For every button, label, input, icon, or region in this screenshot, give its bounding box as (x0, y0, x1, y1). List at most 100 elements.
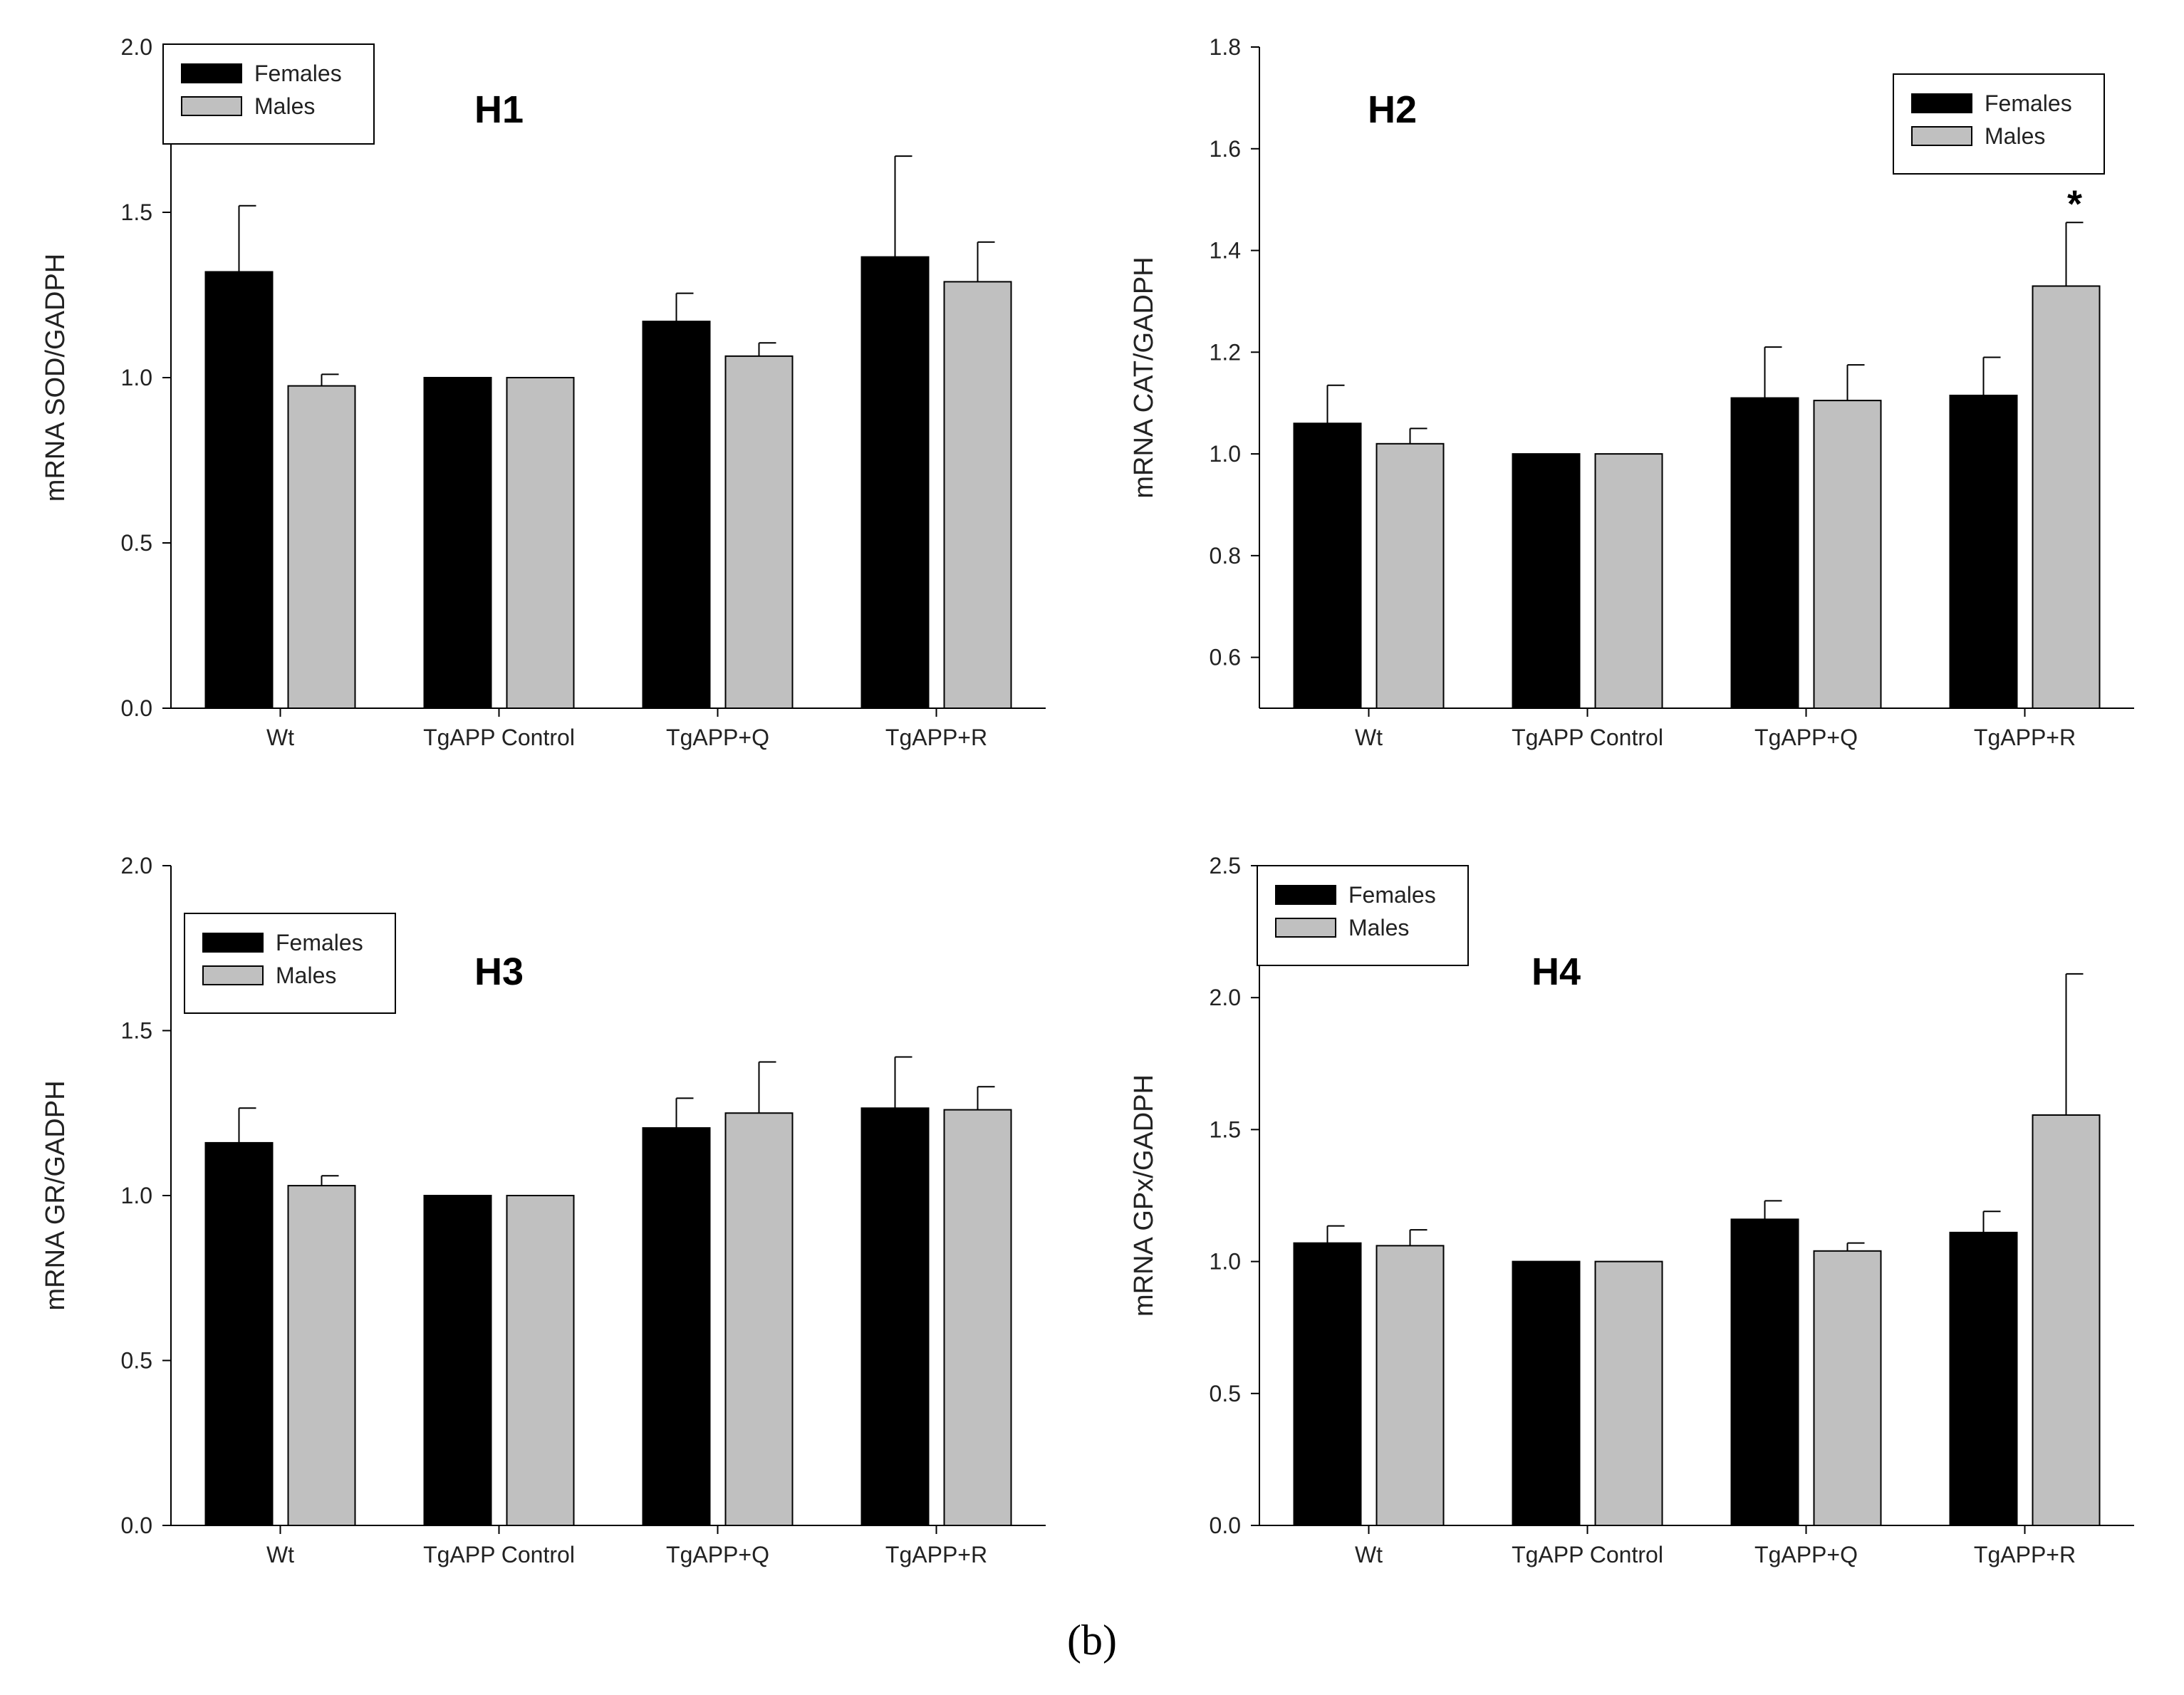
legend-swatch-males (1911, 126, 1972, 146)
figure-caption: (b) (1067, 1617, 1117, 1664)
legend-swatch-females (181, 63, 242, 83)
legend-swatch-males (202, 965, 264, 985)
bar-females-tgapp-control (423, 1195, 492, 1526)
y-tick-label: 1.2 (1210, 339, 1241, 365)
bar-females-tgapp-r (860, 1107, 930, 1527)
y-tick-label: 0.5 (121, 1348, 152, 1374)
x-tick-label: TgAPP+Q (666, 1542, 769, 1567)
bar-males-wt (287, 385, 356, 709)
legend: Females Males (1893, 73, 2105, 175)
bar-females-wt (1293, 423, 1362, 709)
significance-marker: * (2067, 182, 2082, 225)
y-tick-label: 1.5 (121, 199, 152, 225)
y-tick-label: 1.0 (121, 365, 152, 390)
bar-females-tgapp-r (1949, 394, 2018, 709)
y-tick-label: 0.5 (1210, 1381, 1241, 1406)
bar-males-tgapp-r (943, 281, 1012, 709)
bar-females-tgapp-q (1730, 1218, 1799, 1527)
y-tick-label: 2.0 (121, 34, 152, 60)
chart-h2: 0.6 0.8 1.0 1.2 1.4 1.6 1.8 mRNA CAT/GADPH Wt TgA… (1129, 34, 2134, 750)
y-tick-label: 0.5 (121, 530, 152, 556)
y-tick-label: 1.8 (1210, 34, 1241, 60)
x-tick-label: Wt (1355, 1542, 1383, 1567)
y-tick-label: 1.0 (121, 1183, 152, 1208)
x-tick-label: TgAPP+R (885, 1542, 987, 1567)
x-tick-label: TgAPP+Q (1754, 1542, 1858, 1567)
bar-males-tgapp-control (506, 377, 575, 709)
bar-males-tgapp-r (2032, 1114, 2101, 1526)
legend-label-females: Females (1348, 882, 1436, 908)
x-tick-label: TgAPP+R (1974, 725, 2076, 750)
x-tick-label: TgAPP+R (885, 725, 987, 750)
y-tick-label: 2.5 (1210, 853, 1241, 878)
bar-females-tgapp-r (1949, 1231, 2018, 1526)
bar-females-tgapp-control (423, 377, 492, 709)
y-axis-title: mRNA GR/GADPH (41, 1080, 71, 1310)
chart-h1: 0.0 0.5 1.0 1.5 2.0 mRNA SOD/GADPH Wt TgAPP Con… (41, 34, 1046, 750)
y-tick-label: 2.0 (1210, 985, 1241, 1010)
bar-females-tgapp-control (1512, 453, 1581, 709)
bar-males-tgapp-q (1813, 400, 1882, 709)
legend-swatch-females (1911, 93, 1972, 113)
legend-swatch-males (1275, 918, 1336, 938)
y-tick-label: 1.5 (121, 1018, 152, 1044)
x-tick-label: TgAPP Control (423, 1542, 575, 1567)
y-tick-label: 1.5 (1210, 1116, 1241, 1142)
x-tick-label: TgAPP Control (1512, 725, 1663, 750)
chart-h3: 0.0 0.5 1.0 1.5 2.0 mRNA GR/GADPH Wt TgAPP Cont… (41, 853, 1046, 1567)
legend: Females Males (1257, 865, 1469, 966)
y-tick-label: 0.0 (121, 1513, 152, 1538)
y-tick-label: 0.8 (1210, 543, 1241, 569)
panel-title: H2 (1368, 88, 1417, 131)
legend-label-males: Males (1985, 123, 2045, 149)
y-tick-label: 0.6 (1210, 645, 1241, 670)
bar-males-wt (1376, 442, 1445, 709)
x-tick-label: Wt (266, 725, 294, 750)
chart-h4: 0.0 0.5 1.0 1.5 2.0 2.5 mRNA GPx/GADPH Wt TgAPP … (1129, 853, 2134, 1567)
legend-box (1257, 865, 1469, 966)
legend-label-males: Males (276, 963, 336, 988)
x-tick-label: TgAPP Control (1512, 1542, 1663, 1567)
bar-males-tgapp-r (943, 1109, 1012, 1526)
panel-title: H3 (474, 950, 524, 993)
legend-label-males: Males (254, 93, 315, 119)
legend-box (162, 43, 375, 145)
legend-box (1893, 73, 2105, 175)
bar-males-tgapp-control (506, 1195, 575, 1526)
legend-label-females: Females (1985, 90, 2072, 116)
y-tick-label: 2.0 (121, 853, 152, 878)
bar-females-wt (204, 1141, 274, 1527)
legend-box (184, 913, 396, 1014)
legend-label-females: Females (276, 930, 363, 955)
bar-males-tgapp-q (724, 355, 794, 709)
y-tick-label: 1.0 (1210, 441, 1241, 467)
x-tick-label: Wt (266, 1542, 294, 1567)
panel-title: H4 (1532, 950, 1581, 993)
x-tick-label: TgAPP+R (1974, 1542, 2076, 1567)
y-tick-label: 0.0 (1210, 1513, 1241, 1538)
y-tick-label: 1.6 (1210, 136, 1241, 162)
bar-males-tgapp-q (724, 1112, 794, 1526)
bar-males-wt (287, 1185, 356, 1526)
legend-label-males: Males (1348, 915, 1409, 940)
bar-females-tgapp-q (642, 1127, 711, 1526)
chart-grid: 0.0 0.5 1.0 1.5 2.0 mRNA SOD/GADPH Wt TgAPP Con… (41, 34, 2134, 1567)
bar-females-tgapp-q (642, 321, 711, 709)
bar-females-wt (204, 271, 274, 709)
bar-females-tgapp-r (860, 256, 930, 709)
bar-males-tgapp-r (2032, 285, 2101, 709)
y-tick-label: 0.0 (121, 695, 152, 721)
legend-swatch-females (1275, 885, 1336, 905)
legend-swatch-females (202, 933, 264, 953)
bar-males-wt (1376, 1245, 1445, 1526)
bar-females-tgapp-q (1730, 397, 1799, 709)
legend: Females Males (162, 43, 375, 145)
bar-females-wt (1293, 1242, 1362, 1526)
y-axis-title: mRNA CAT/GADPH (1129, 256, 1159, 498)
y-tick-label: 1.0 (1210, 1249, 1241, 1275)
bar-males-tgapp-q (1813, 1250, 1882, 1527)
bar-males-tgapp-control (1594, 453, 1663, 709)
x-tick-label: TgAPP Control (423, 725, 575, 750)
panel-title: H1 (474, 88, 524, 131)
